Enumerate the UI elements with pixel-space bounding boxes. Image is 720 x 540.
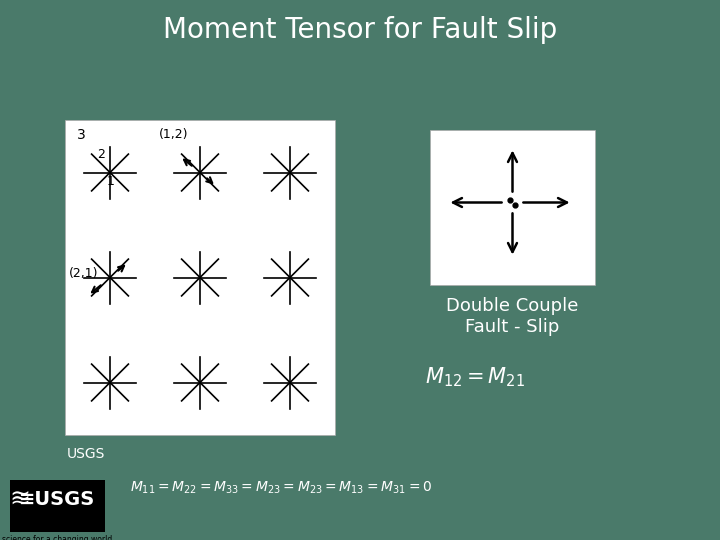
Text: (2,1): (2,1) (69, 267, 99, 280)
Text: 1: 1 (107, 175, 115, 188)
Bar (10, 480, 105, 532)
Text: 2: 2 (97, 148, 105, 161)
Text: USGS: USGS (67, 447, 105, 461)
Text: (1,2): (1,2) (159, 128, 189, 141)
Text: $M_{11} = M_{22} = M_{33} = M_{23} = M_{23} = M_{13} = M_{31} = 0$: $M_{11} = M_{22} = M_{33} = M_{23} = M_{… (130, 480, 432, 496)
Bar (65, 120, 335, 435)
Text: ≋: ≋ (9, 488, 30, 512)
Text: ≡USGS: ≡USGS (19, 490, 96, 509)
Bar (430, 130, 595, 285)
Text: $M_{12} = M_{21}$: $M_{12} = M_{21}$ (425, 365, 525, 389)
Text: science for a changing world: science for a changing world (2, 535, 112, 540)
Text: Moment Tensor for Fault Slip: Moment Tensor for Fault Slip (163, 16, 557, 44)
Text: Double Couple
Fault - Slip: Double Couple Fault - Slip (446, 297, 579, 336)
Text: 3: 3 (77, 128, 86, 142)
